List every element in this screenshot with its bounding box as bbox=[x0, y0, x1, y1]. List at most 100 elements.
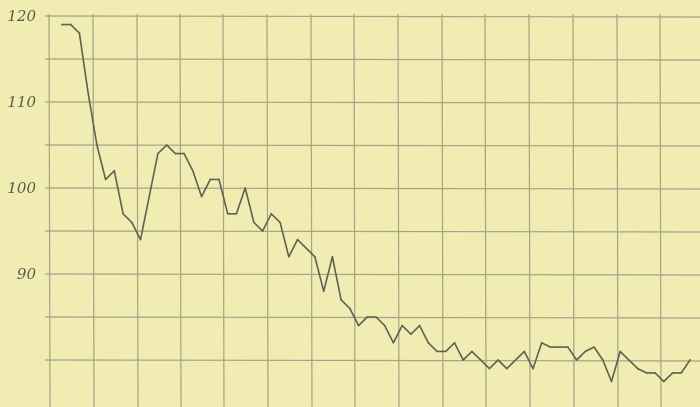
data-point bbox=[191, 169, 194, 172]
data-point bbox=[183, 152, 186, 155]
data-point bbox=[366, 316, 369, 318]
y-axis-ticks: 120 110 100 90 bbox=[7, 7, 36, 283]
grid-line-vertical bbox=[441, 13, 444, 407]
grid-line-vertical bbox=[484, 13, 487, 407]
data-point bbox=[78, 32, 81, 35]
data-point bbox=[532, 367, 534, 370]
data-point bbox=[471, 350, 473, 353]
data-point bbox=[558, 346, 561, 348]
data-point bbox=[348, 307, 351, 310]
data-point bbox=[628, 359, 630, 361]
grid-line-vertical bbox=[92, 13, 95, 407]
data-point bbox=[96, 144, 98, 146]
data-point bbox=[654, 372, 656, 374]
data-point bbox=[610, 380, 613, 383]
data-point bbox=[296, 238, 299, 241]
data-point bbox=[322, 290, 325, 293]
data-point bbox=[104, 178, 107, 181]
data-point bbox=[305, 247, 308, 250]
data-point bbox=[226, 212, 229, 215]
data-point bbox=[549, 346, 552, 348]
grid-line-vertical bbox=[48, 13, 51, 407]
y-tick-label: 100 bbox=[7, 179, 36, 197]
data-point bbox=[680, 372, 683, 374]
data-point bbox=[540, 341, 543, 344]
grid-line-horizontal bbox=[44, 359, 700, 362]
grid-line-vertical bbox=[528, 13, 531, 407]
grid-line-horizontal bbox=[44, 101, 700, 104]
grid-line-vertical bbox=[310, 13, 313, 407]
data-point bbox=[392, 341, 395, 344]
data-point bbox=[61, 23, 63, 26]
data-point bbox=[244, 187, 247, 189]
data-point bbox=[401, 324, 404, 327]
data-point bbox=[209, 178, 212, 181]
data-point bbox=[375, 316, 377, 318]
grid-line-vertical bbox=[616, 13, 619, 407]
data-point bbox=[235, 212, 238, 215]
grid-line-vertical bbox=[222, 13, 225, 407]
grid-line-vertical bbox=[179, 13, 182, 407]
data-point bbox=[200, 195, 203, 198]
y-tick-label: 110 bbox=[7, 93, 36, 111]
data-point bbox=[331, 255, 334, 258]
grid-line-horizontal bbox=[44, 230, 700, 233]
data-point bbox=[436, 350, 438, 353]
data-point bbox=[165, 144, 168, 146]
data-point bbox=[575, 359, 578, 361]
data-point bbox=[418, 324, 421, 327]
data-point bbox=[157, 152, 159, 155]
data-point bbox=[253, 221, 255, 224]
data-point bbox=[444, 350, 447, 353]
data-point bbox=[453, 341, 456, 344]
data-point bbox=[689, 359, 691, 361]
y-tick-label: 120 bbox=[7, 7, 36, 25]
grid-line-horizontal bbox=[44, 58, 700, 61]
data-point bbox=[505, 367, 508, 370]
data-points bbox=[61, 23, 691, 383]
data-point bbox=[671, 372, 674, 374]
data-point bbox=[601, 359, 604, 361]
data-point bbox=[462, 359, 465, 361]
grid bbox=[44, 13, 700, 407]
grid-line-horizontal bbox=[44, 15, 700, 18]
data-point bbox=[662, 380, 665, 383]
grid-line-vertical bbox=[353, 13, 356, 407]
data-point bbox=[113, 169, 116, 172]
data-point bbox=[87, 92, 90, 95]
data-point bbox=[584, 350, 587, 353]
data-point bbox=[514, 359, 517, 361]
y-tick-label: 90 bbox=[17, 265, 37, 283]
data-point bbox=[340, 298, 342, 301]
data-point bbox=[619, 350, 622, 353]
grid-line-vertical bbox=[397, 13, 400, 407]
data-point bbox=[261, 230, 264, 232]
data-point bbox=[567, 346, 569, 348]
data-point bbox=[523, 350, 526, 353]
data-point bbox=[148, 195, 151, 198]
grid-line-vertical bbox=[659, 13, 662, 407]
data-point bbox=[122, 212, 124, 215]
data-point bbox=[270, 212, 273, 215]
data-point bbox=[139, 238, 142, 241]
data-point bbox=[427, 341, 430, 344]
data-point bbox=[479, 359, 482, 361]
grid-line-horizontal bbox=[44, 273, 700, 276]
data-point bbox=[174, 152, 177, 155]
series bbox=[61, 23, 691, 383]
grid-line-horizontal bbox=[44, 187, 700, 190]
grid-line-vertical bbox=[136, 13, 139, 407]
data-point bbox=[279, 221, 281, 224]
data-point bbox=[218, 178, 220, 181]
data-point bbox=[130, 221, 133, 224]
grid-line-horizontal bbox=[44, 144, 700, 147]
data-point bbox=[314, 255, 316, 258]
data-point bbox=[357, 324, 360, 327]
data-point bbox=[69, 23, 72, 26]
data-point bbox=[593, 346, 595, 348]
grid-line-vertical bbox=[572, 13, 575, 407]
data-point bbox=[497, 359, 499, 361]
data-point bbox=[645, 372, 648, 374]
